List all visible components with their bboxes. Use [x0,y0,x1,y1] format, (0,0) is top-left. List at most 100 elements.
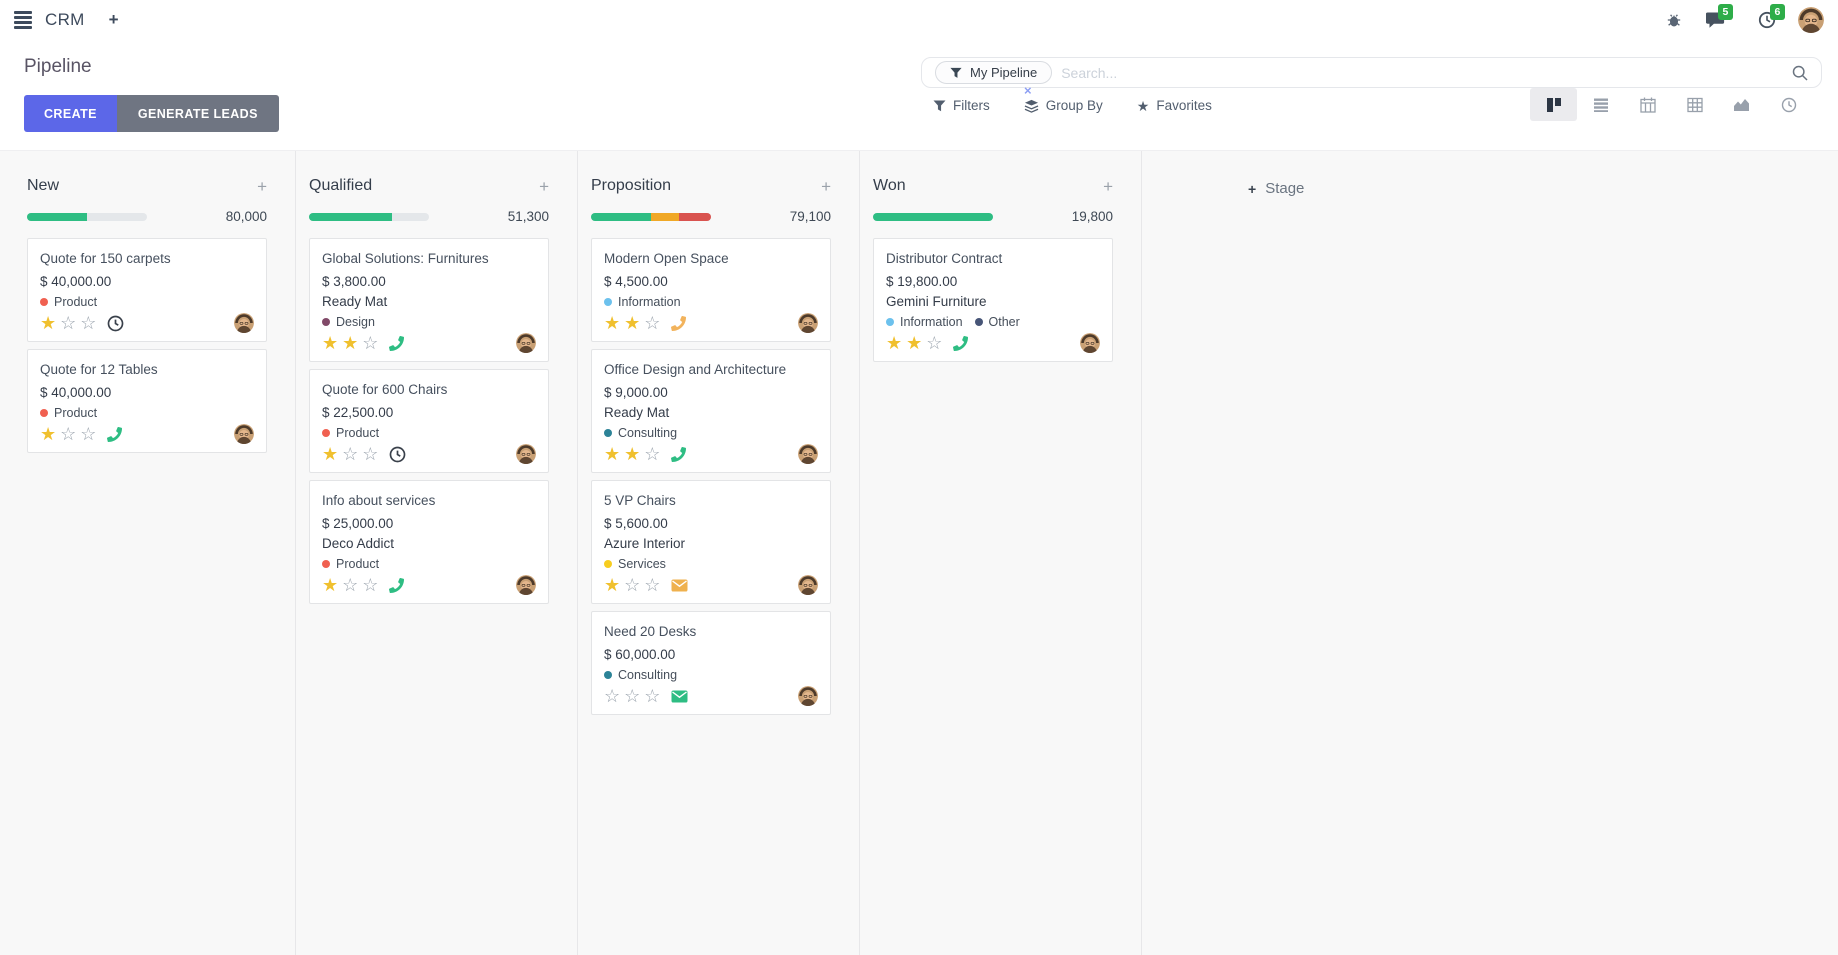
kanban-card[interactable]: Need 20 Desks $ 60,000.00 Consulting ☆ ☆ ☆ [591,611,831,715]
quick-add-icon[interactable]: + [1103,176,1113,196]
priority-star-empty[interactable]: ☆ [80,313,97,333]
card-footer: ★ ☆ ☆ [40,312,254,334]
quick-add-icon[interactable]: + [257,176,267,196]
view-kanban-button[interactable] [1530,88,1577,121]
card-activity-phone-icon[interactable] [953,335,969,351]
card-activity-phone-icon[interactable] [671,315,687,331]
priority-star-empty[interactable]: ☆ [644,444,661,464]
search-bar[interactable]: My Pipeline × [921,57,1822,97]
search-input[interactable] [1061,64,1792,81]
priority-star-empty[interactable]: ☆ [362,333,379,353]
kanban-card[interactable]: Info about services $ 25,000.00 Deco Addic… [309,480,549,604]
column-title: Proposition [591,177,672,194]
priority-star-empty[interactable]: ☆ [926,333,943,353]
priority-star-filled[interactable]: ★ [322,575,339,595]
kanban-card[interactable]: Modern Open Space $ 4,500.00 Information ★ ★… [591,238,831,342]
column-progressbar[interactable] [591,212,711,221]
tag-color-dot [40,409,48,417]
view-activity-button[interactable] [1765,88,1812,121]
quick-add-icon[interactable]: + [539,176,549,196]
salesperson-avatar[interactable] [798,313,818,333]
column-separator [577,151,578,955]
priority-star-filled[interactable]: ★ [604,575,621,595]
priority-star-empty[interactable]: ☆ [624,686,641,706]
messages-icon[interactable]: 5 [1706,4,1733,29]
priority-star-empty[interactable]: ☆ [60,424,77,444]
column-progressbar[interactable] [27,212,147,221]
column-progress-row: 79,100 [591,209,831,224]
priority-star-filled[interactable]: ★ [342,333,359,353]
priority-star-filled[interactable]: ★ [906,333,923,353]
kanban-card[interactable]: Office Design and Architecture $ 9,000.00… [591,349,831,473]
priority-star-empty[interactable]: ☆ [604,686,621,706]
priority-star-filled[interactable]: ★ [322,333,339,353]
facet-remove-icon[interactable]: × [1024,83,1032,98]
priority-star-empty[interactable]: ☆ [644,575,661,595]
filters-menu[interactable]: Filters [933,98,990,113]
salesperson-avatar[interactable] [798,444,818,464]
salesperson-avatar[interactable] [234,424,254,444]
view-pivot-button[interactable] [1671,88,1718,121]
priority-star-empty[interactable]: ☆ [80,424,97,444]
priority-star-filled[interactable]: ★ [40,313,57,333]
add-stage-button[interactable]: + Stage [1248,180,1304,197]
quick-add-icon[interactable]: + [821,176,831,196]
priority-star-empty[interactable]: ☆ [342,575,359,595]
kanban-card[interactable]: Quote for 600 Chairs $ 22,500.00 Product ★ ☆… [309,369,549,473]
kanban-card[interactable]: Quote for 12 Tables $ 40,000.00 Product ★ ☆ ☆ [27,349,267,453]
apps-menu-icon[interactable] [14,11,32,29]
kanban-card[interactable]: Quote for 150 carpets $ 40,000.00 Product ★… [27,238,267,342]
priority-star-empty[interactable]: ☆ [60,313,77,333]
priority-star-empty[interactable]: ☆ [362,575,379,595]
salesperson-avatar[interactable] [516,444,536,464]
card-activity-clock-icon[interactable] [107,315,124,332]
kanban-card[interactable]: Distributor Contract $ 19,800.00 Gemini Fu… [873,238,1113,362]
priority-star-filled[interactable]: ★ [886,333,903,353]
card-activity-envelope-icon[interactable] [671,579,688,592]
priority-star-empty[interactable]: ☆ [362,444,379,464]
search-magnifier-icon[interactable] [1792,65,1808,81]
salesperson-avatar[interactable] [234,313,254,333]
view-list-button[interactable] [1577,88,1624,121]
column-progressbar[interactable] [873,212,993,221]
priority-star-empty[interactable]: ☆ [342,444,359,464]
salesperson-avatar[interactable] [798,575,818,595]
group-by-menu[interactable]: Group By [1024,98,1103,113]
priority-star-empty[interactable]: ☆ [644,313,661,333]
kanban-card[interactable]: Global Solutions: Furnitures $ 3,800.00 Re… [309,238,549,362]
column-progressbar[interactable] [309,212,429,221]
salesperson-avatar[interactable] [1080,333,1100,353]
card-activity-phone-icon[interactable] [671,446,687,462]
search-facet-my-pipeline[interactable]: My Pipeline [935,61,1053,84]
priority-star-filled[interactable]: ★ [604,313,621,333]
app-name[interactable]: CRM [45,10,85,29]
activities-clock-icon[interactable]: 6 [1758,4,1785,29]
new-window-plus-icon[interactable]: + [108,10,119,29]
priority-star-filled[interactable]: ★ [322,444,339,464]
priority-star-filled[interactable]: ★ [604,444,621,464]
priority-star-filled[interactable]: ★ [624,444,641,464]
phone-call-icon [671,315,687,331]
salesperson-avatar[interactable] [516,333,536,353]
card-activity-phone-icon[interactable] [107,426,123,442]
favorites-menu[interactable]: ★ Favorites [1137,98,1212,113]
priority-star-empty[interactable]: ☆ [644,686,661,706]
kanban-column-proposition: Proposition +79,100 Modern Open Space $ 4,5… [577,151,859,715]
create-button[interactable]: CREATE [24,95,117,132]
priority-star-empty[interactable]: ☆ [624,575,641,595]
view-calendar-button[interactable] [1624,88,1671,121]
kanban-card[interactable]: 5 VP Chairs $ 5,600.00 Azure Interior Servi… [591,480,831,604]
card-title: Office Design and Architecture [604,362,787,377]
priority-star-filled[interactable]: ★ [40,424,57,444]
debug-bug-icon[interactable] [1666,12,1682,28]
card-activity-phone-icon[interactable] [389,577,405,593]
generate-leads-button[interactable]: GENERATE LEADS [116,95,279,132]
user-avatar[interactable] [1798,7,1824,33]
card-activity-envelope-icon[interactable] [671,690,688,703]
card-activity-clock-icon[interactable] [389,446,406,463]
salesperson-avatar[interactable] [516,575,536,595]
salesperson-avatar[interactable] [798,686,818,706]
view-graph-button[interactable] [1718,88,1765,121]
priority-star-filled[interactable]: ★ [624,313,641,333]
card-activity-phone-icon[interactable] [389,335,405,351]
